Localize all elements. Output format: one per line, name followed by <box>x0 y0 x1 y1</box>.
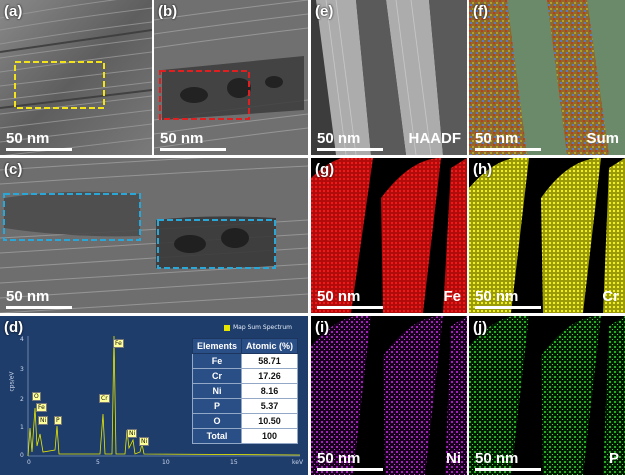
table-cell-value: 5.37 <box>241 398 299 414</box>
scale-bar-c: 50 nm <box>6 288 72 309</box>
table-header-row: Elements Atomic (%) <box>191 338 299 354</box>
x-tick-10: 10 <box>162 459 170 466</box>
panel-label-e: (e) <box>315 3 334 20</box>
sem-image-c <box>0 158 308 313</box>
legend-swatch <box>224 324 230 331</box>
table-cell-value: 100 <box>241 428 299 444</box>
x-tick-15: 15 <box>230 459 238 466</box>
eds-map-fe-g: (g) 50 nm Fe <box>311 158 467 313</box>
table-header-elements: Elements <box>191 338 243 354</box>
sem-image-b <box>154 0 308 155</box>
eds-map-p-j: (j) 50 nm P <box>469 316 625 475</box>
table-cell-value: 10.50 <box>241 413 299 429</box>
table-cell-value: 58.71 <box>241 353 299 369</box>
panel-label-c: (c) <box>4 161 23 178</box>
panel-label-b: (b) <box>158 3 178 20</box>
peak-label-ni-k2: Ni <box>139 437 150 446</box>
scale-bar-i: 50 nm <box>317 450 383 471</box>
eds-map-sum-f: (f) 50 nm Sum <box>469 0 625 155</box>
signal-tag-haadf: HAADF <box>408 130 462 147</box>
signal-tag-ni: Ni <box>446 450 461 467</box>
y-tick-0: 0 <box>20 452 24 459</box>
sum-map-image <box>469 0 625 155</box>
table-cell-element: P <box>191 398 243 414</box>
panel-label-a: (a) <box>4 3 23 20</box>
table-row: P 5.37 <box>191 398 299 414</box>
table-row: O 10.50 <box>191 413 299 429</box>
fe-map-image <box>311 158 467 313</box>
spectrum-legend: Map Sum Spectrum <box>224 324 292 331</box>
scale-bar-h: 50 nm <box>475 288 541 309</box>
x-tick-0: 0 <box>27 459 31 466</box>
peak-label-ni-l: Ni <box>38 416 49 425</box>
sem-panel-a: (a) 50 nm <box>0 0 152 155</box>
scale-bar-j: 50 nm <box>475 450 541 471</box>
table-cell-element: Fe <box>191 353 243 369</box>
scale-bar-b: 50 nm <box>160 130 226 151</box>
peak-label-cr: Cr <box>99 394 110 403</box>
scale-bar-g: 50 nm <box>317 288 383 309</box>
peak-label-fe-k: Fe <box>113 339 124 348</box>
panel-label-d: (d) <box>4 319 24 336</box>
table-cell-element: Cr <box>191 368 243 384</box>
y-tick-1: 1 <box>20 424 24 431</box>
scale-bar-a: 50 nm <box>6 130 72 151</box>
table-cell-value: 8.16 <box>241 383 299 399</box>
y-tick-4: 4 <box>20 336 24 343</box>
peak-label-o: O <box>32 392 41 401</box>
table-cell-element: Total <box>191 428 243 444</box>
panel-label-g: (g) <box>315 161 335 178</box>
highlight-box-blue-1 <box>3 193 141 241</box>
panel-label-f: (f) <box>473 3 488 20</box>
sem-panel-c: (c) 50 nm <box>0 158 308 313</box>
eds-map-cr-h: (h) 50 nm Cr <box>469 158 625 313</box>
highlight-box-red <box>159 70 250 120</box>
peak-label-ni-k: Ni <box>127 429 138 438</box>
ni-map-image <box>311 316 467 475</box>
panel-label-j: (j) <box>473 319 488 336</box>
cr-map-image <box>469 158 625 313</box>
panel-label-i: (i) <box>315 319 330 336</box>
peak-label-fe-l: Fe <box>36 403 47 412</box>
peak-label-p: P <box>54 416 62 425</box>
sem-image-a <box>0 0 152 155</box>
p-map-image <box>469 316 625 475</box>
haadf-image <box>311 0 467 155</box>
highlight-box-blue-2 <box>157 219 276 269</box>
y-tick-2: 2 <box>20 396 24 403</box>
table-row: Cr 17.26 <box>191 368 299 384</box>
scale-bar-f: 50 nm <box>475 130 541 151</box>
x-tick-5: 5 <box>96 459 100 466</box>
signal-tag-sum: Sum <box>586 130 619 147</box>
spectrum-peaks <box>27 335 301 457</box>
panel-label-h: (h) <box>473 161 493 178</box>
table-header-atomic: Atomic (%) <box>241 338 299 354</box>
signal-tag-fe: Fe <box>443 288 461 305</box>
highlight-box-yellow <box>14 61 105 109</box>
x-tick-unit: keV <box>292 459 304 466</box>
eds-map-ni-i: (i) 50 nm Ni <box>311 316 467 475</box>
signal-tag-cr: Cr <box>602 288 619 305</box>
table-row: Ni 8.16 <box>191 383 299 399</box>
haadf-panel-e: (e) 50 nm HAADF <box>311 0 467 155</box>
table-row: Total 100 <box>191 428 299 444</box>
table-row: Fe 58.71 <box>191 353 299 369</box>
table-cell-element: O <box>191 413 243 429</box>
composition-table: Elements Atomic (%) Fe 58.71 Cr 17.26 Ni 8.… <box>191 338 299 444</box>
y-axis-label: cps/eV <box>8 371 16 392</box>
table-cell-element: Ni <box>191 383 243 399</box>
table-cell-value: 17.26 <box>241 368 299 384</box>
signal-tag-p: P <box>608 450 619 467</box>
sem-panel-b: (b) 50 nm <box>154 0 308 155</box>
scale-bar-e: 50 nm <box>317 130 383 151</box>
y-tick-3: 3 <box>20 366 24 373</box>
